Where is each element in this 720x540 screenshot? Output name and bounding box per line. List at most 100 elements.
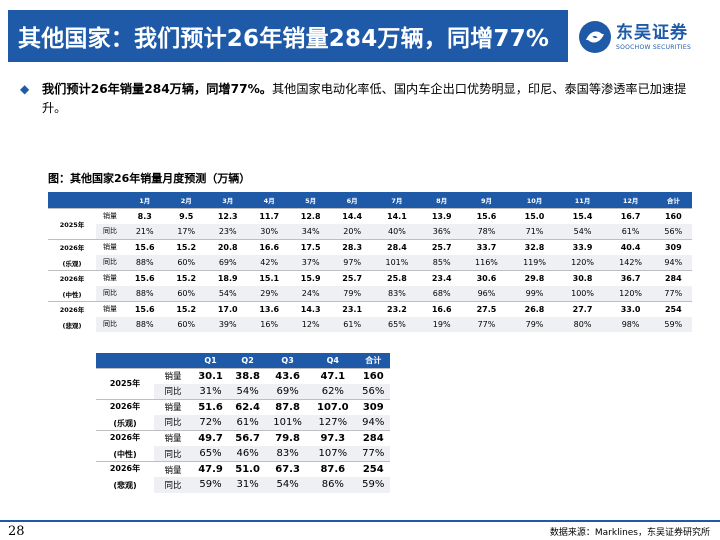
monthly-header-cell: 4月 [248, 192, 290, 208]
monthly-header-cell: 10月 [510, 192, 559, 208]
quarterly-yoy-cell: 59% [356, 477, 390, 493]
monthly-header-cell: 7月 [372, 192, 421, 208]
quarterly-metric-label: 销量 [154, 461, 192, 478]
monthly-sales-cell: 15.6 [124, 269, 166, 286]
quarterly-metric-label: 销量 [154, 429, 192, 446]
monthly-yoy-cell: 56% [654, 223, 692, 239]
company-logo: 东吴证券 SOOCHOW SECURITIES [578, 14, 718, 60]
monthly-header-cell: 3月 [206, 192, 249, 208]
monthly-header-cell: 8月 [420, 192, 463, 208]
monthly-yoy-cell: 65% [372, 316, 421, 332]
monthly-yoy-cell: 79% [331, 285, 373, 301]
monthly-sales-cell: 254 [654, 300, 692, 317]
monthly-header-cell [48, 192, 96, 208]
monthly-yoy-cell: 12% [289, 316, 332, 332]
monthly-header-cell: 2月 [165, 192, 207, 208]
quarterly-sales-row: 2026年 (中性) 销量 49.7 56.7 79.8 97.3 284 [96, 429, 390, 462]
quarterly-sales-cell: 107.0 [309, 398, 357, 415]
monthly-sales-cell: 14.1 [372, 207, 421, 224]
quarterly-yoy-cell: 56% [356, 383, 390, 400]
monthly-sales-cell: 12.3 [206, 207, 249, 224]
monthly-sales-cell: 8.3 [124, 207, 166, 224]
footer-divider [0, 520, 720, 522]
monthly-yoy-cell: 69% [206, 254, 249, 270]
slide-footer: 28 数据来源：Marklines，东吴证券研究所 [0, 520, 720, 540]
monthly-sales-cell: 40.4 [606, 238, 655, 255]
monthly-metric-label: 销量 [96, 207, 124, 224]
monthly-sales-row: 2026年 (乐观) 销量 15.6 15.2 20.8 16.6 17.5 28.3 28.4 2… [48, 238, 692, 270]
monthly-sales-cell: 12.8 [289, 207, 332, 224]
monthly-sales-cell: 15.2 [165, 238, 207, 255]
logo-english-text: SOOCHOW SECURITIES [616, 43, 692, 51]
diamond-bullet-icon: ◆ [20, 82, 30, 96]
monthly-sales-row: 2026年 (中性) 销量 15.6 15.2 18.9 15.1 15.9 25.7 25.8 2… [48, 269, 692, 301]
monthly-yoy-cell: 42% [248, 254, 290, 270]
monthly-yoy-cell: 16% [248, 316, 290, 332]
monthly-metric-label: 同比 [96, 223, 124, 239]
quarterly-yoy-cell: 77% [356, 445, 390, 462]
monthly-yoy-cell: 119% [510, 254, 559, 270]
quarterly-yoy-cell: 83% [266, 445, 310, 462]
quarterly-sales-cell: 49.7 [192, 429, 230, 446]
quarterly-yoy-cell: 62% [309, 383, 357, 400]
monthly-sales-cell: 30.8 [558, 269, 607, 286]
monthly-sales-cell: 27.7 [558, 300, 607, 317]
monthly-yoy-cell: 30% [248, 223, 290, 239]
monthly-yoy-cell: 96% [462, 285, 511, 301]
quarterly-sales-cell: 87.8 [266, 398, 310, 415]
quarterly-header-cell: Q1 [192, 353, 230, 368]
monthly-sales-cell: 18.9 [206, 269, 249, 286]
key-point-text: 我们预计26年销量284万辆，同增77%。其他国家电动化率低、国内车企出口优势明… [42, 80, 710, 118]
monthly-header-row: 1月 2月 3月 4月 5月 6月 7月 8月 9月 10月 11月 12月 合计 [48, 192, 692, 208]
monthly-yoy-cell: 59% [654, 316, 692, 332]
monthly-yoy-cell: 77% [462, 316, 511, 332]
monthly-yoy-cell: 17% [165, 223, 207, 239]
monthly-yoy-cell: 116% [462, 254, 511, 270]
monthly-sales-cell: 15.1 [248, 269, 290, 286]
monthly-sales-row: 2026年 (悲观) 销量 15.6 15.2 17.0 13.6 14.3 23.1 23.2 1… [48, 300, 692, 332]
quarterly-header-cell [154, 353, 192, 368]
monthly-scenario-label: 2026年 (乐观) [48, 238, 96, 270]
monthly-yoy-cell: 24% [289, 285, 332, 301]
quarterly-header-cell: Q3 [266, 353, 310, 368]
quarterly-yoy-row: 同比 65% 46% 83% 107% 77% [96, 445, 390, 462]
monthly-scenario-label: 2026年 (悲观) [48, 300, 96, 332]
monthly-yoy-cell: 94% [654, 254, 692, 270]
monthly-header-cell: 合计 [654, 192, 692, 208]
monthly-sales-cell: 25.7 [331, 269, 373, 286]
monthly-yoy-cell: 120% [558, 254, 607, 270]
monthly-yoy-cell: 99% [510, 285, 559, 301]
quarterly-yoy-cell: 94% [356, 414, 390, 431]
quarterly-forecast-table: Q1 Q2 Q3 Q4 合计 2025年 销量 30.1 38.8 43.6 47.1 160 同比 31… [96, 353, 390, 493]
monthly-yoy-cell: 88% [124, 316, 166, 332]
monthly-sales-cell: 23.4 [420, 269, 463, 286]
monthly-sales-cell: 15.6 [124, 238, 166, 255]
quarterly-yoy-cell: 127% [309, 414, 357, 431]
monthly-sales-cell: 14.3 [289, 300, 332, 317]
monthly-header-cell: 11月 [558, 192, 607, 208]
monthly-sales-cell: 20.8 [206, 238, 249, 255]
monthly-yoy-cell: 88% [124, 285, 166, 301]
key-point-rest: 其他国家电动化率低、国内车企出口优势明显，印尼、泰国等渗透率已加速提升。 [41, 82, 687, 115]
monthly-yoy-row: 同比 88% 60% 54% 29% 24% 79% 83% 68% 96% 99% 100% 120%… [48, 285, 692, 301]
monthly-yoy-cell: 36% [420, 223, 463, 239]
monthly-yoy-cell: 61% [606, 223, 655, 239]
monthly-yoy-row: 同比 88% 60% 69% 42% 37% 97% 101% 85% 116% 119% 120% 1… [48, 254, 692, 270]
data-source: 数据来源：Marklines，东吴证券研究所 [549, 528, 710, 538]
monthly-yoy-cell: 37% [289, 254, 332, 270]
quarterly-yoy-cell: 69% [266, 383, 310, 400]
monthly-sales-cell: 16.6 [420, 300, 463, 317]
monthly-yoy-cell: 83% [372, 285, 421, 301]
quarterly-sales-cell: 97.3 [309, 429, 357, 446]
monthly-yoy-cell: 120% [606, 285, 655, 301]
monthly-sales-cell: 33.0 [606, 300, 655, 317]
quarterly-yoy-row: 同比 59% 31% 54% 86% 59% [96, 477, 390, 493]
quarterly-sales-cell: 62.4 [229, 398, 267, 415]
slide-title: 其他国家：我们预计26年销量284万辆，同增77% [18, 26, 550, 52]
monthly-forecast-table: 1月 2月 3月 4月 5月 6月 7月 8月 9月 10月 11月 12月 合计 2025年 销量 8.3 9… [48, 192, 692, 332]
monthly-yoy-cell: 79% [510, 316, 559, 332]
monthly-metric-label: 同比 [96, 254, 124, 270]
monthly-sales-cell: 27.5 [462, 300, 511, 317]
monthly-yoy-cell: 20% [331, 223, 373, 239]
monthly-sales-cell: 28.3 [331, 238, 373, 255]
